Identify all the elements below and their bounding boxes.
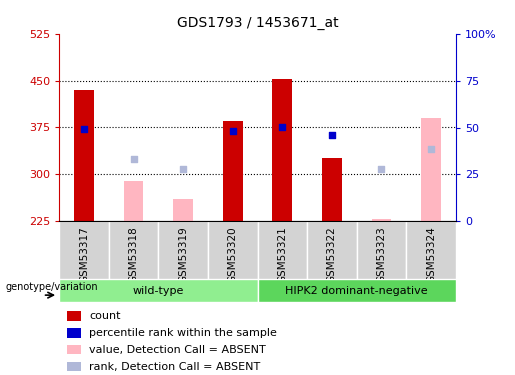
Text: GSM53324: GSM53324 [426, 226, 436, 283]
Point [229, 128, 237, 134]
Bar [258, 221, 307, 279]
Text: GSM53321: GSM53321 [277, 226, 287, 283]
Text: percentile rank within the sample: percentile rank within the sample [89, 328, 277, 338]
Bar [59, 279, 258, 302]
Point [328, 132, 336, 138]
Bar [208, 221, 258, 279]
Text: HIPK2 dominant-negative: HIPK2 dominant-negative [285, 286, 428, 296]
Text: GSM53319: GSM53319 [178, 226, 188, 283]
Text: GSM53317: GSM53317 [79, 226, 89, 283]
Bar [356, 221, 406, 279]
Bar [307, 221, 356, 279]
Bar [67, 345, 81, 354]
Text: count: count [89, 311, 121, 321]
Text: GSM53318: GSM53318 [129, 226, 139, 283]
Text: value, Detection Call = ABSENT: value, Detection Call = ABSENT [89, 345, 266, 355]
Point [377, 166, 386, 172]
Bar [421, 118, 441, 221]
Title: GDS1793 / 1453671_at: GDS1793 / 1453671_at [177, 16, 338, 30]
Bar [124, 181, 144, 221]
Text: rank, Detection Call = ABSENT: rank, Detection Call = ABSENT [89, 362, 260, 372]
Text: wild-type: wild-type [133, 286, 184, 296]
Point [427, 146, 435, 152]
Text: GSM53320: GSM53320 [228, 226, 238, 282]
Text: GSM53322: GSM53322 [327, 226, 337, 283]
Bar [67, 328, 81, 338]
Bar [67, 362, 81, 371]
Bar [67, 311, 81, 321]
Bar [258, 279, 456, 302]
Bar [371, 219, 391, 221]
Point [179, 166, 187, 172]
Point [80, 126, 88, 132]
Bar [223, 121, 243, 221]
Point [278, 124, 286, 130]
Bar [74, 90, 94, 221]
Bar [406, 221, 456, 279]
Bar [173, 200, 193, 221]
Point [129, 156, 138, 162]
Bar [109, 221, 159, 279]
Text: genotype/variation: genotype/variation [5, 282, 98, 292]
Bar [272, 80, 292, 221]
Bar [159, 221, 208, 279]
Text: GSM53323: GSM53323 [376, 226, 386, 283]
Bar [59, 221, 109, 279]
Bar [322, 158, 342, 221]
